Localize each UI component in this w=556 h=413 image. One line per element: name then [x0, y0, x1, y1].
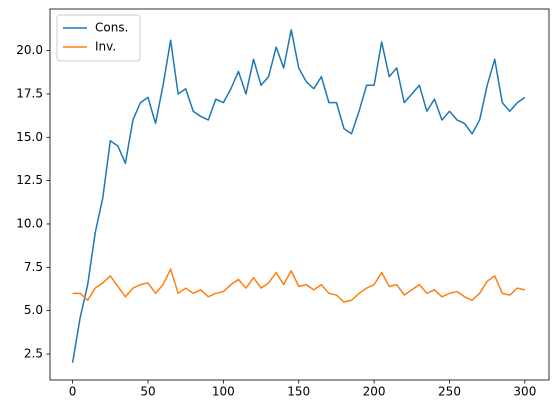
y-tick-label: 5.0 [24, 303, 43, 317]
x-tick-label: 0 [69, 385, 77, 399]
y-tick-label: 17.5 [16, 86, 43, 100]
y-tick-label: 12.5 [16, 173, 43, 187]
x-tick-label: 250 [438, 385, 461, 399]
y-tick-label: 2.5 [24, 346, 43, 360]
y-tick-label: 20.0 [16, 43, 43, 57]
x-tick-label: 50 [140, 385, 155, 399]
x-tick-label: 150 [287, 385, 310, 399]
legend-box [56, 14, 141, 62]
x-tick-label: 300 [513, 385, 536, 399]
axes-frame [49, 8, 550, 381]
series-line [72, 268, 526, 303]
y-tick-label: 15.0 [16, 130, 43, 144]
legend-label: Inv. [95, 40, 116, 54]
series-line [71, 29, 526, 363]
legend-label: Cons. [95, 21, 128, 35]
x-tick-label: 200 [363, 385, 386, 399]
y-tick-label: 7.5 [24, 260, 43, 274]
x-tick-label: 100 [212, 385, 235, 399]
y-tick-label: 10.0 [16, 216, 43, 230]
